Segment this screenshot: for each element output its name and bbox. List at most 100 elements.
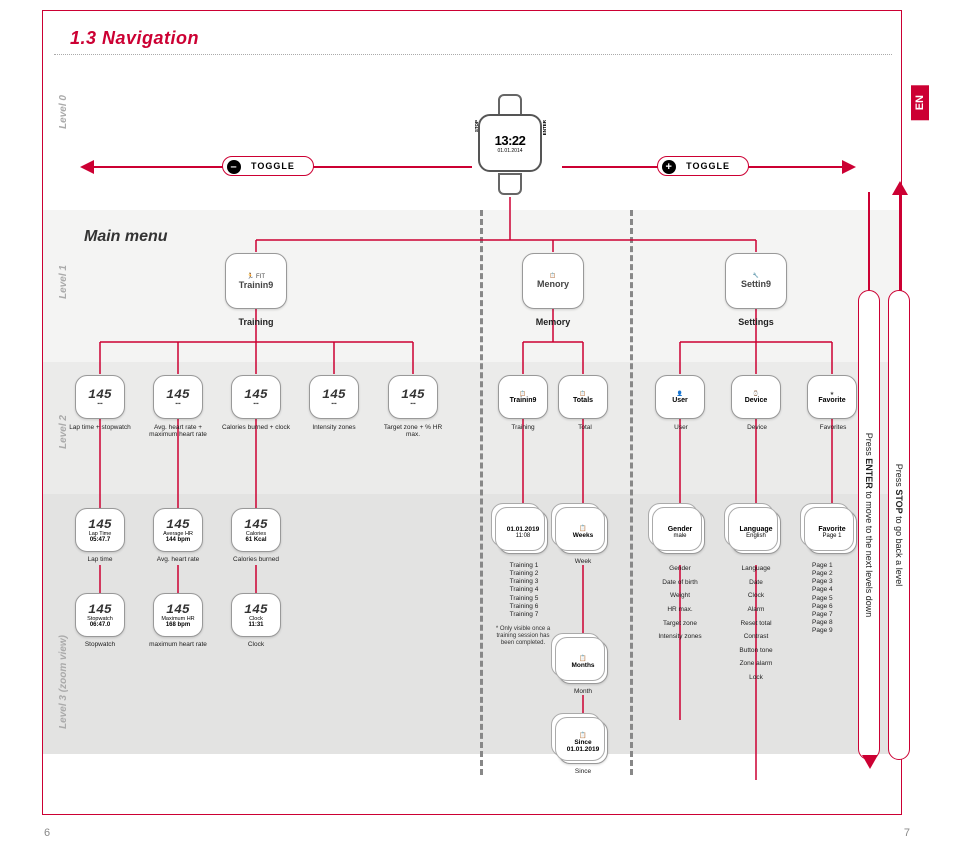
set-fav-cap: Favorites: [809, 424, 857, 431]
node-training: 🏃 FIT Trainin9: [225, 253, 287, 309]
level0-label: Level 0: [58, 95, 69, 129]
training-l3b-cap-2: Clock: [226, 641, 286, 648]
node-set-gender: Gender male: [655, 510, 705, 554]
section-title: 1.3 Navigation: [70, 28, 199, 49]
node-training-l3b-0: 145Stopwatch06:47.0: [75, 593, 125, 637]
node-memory-text: Menory: [537, 279, 569, 289]
training-l2-cap-0: Lap time + stopwatch: [65, 424, 135, 431]
node-training-l3a-1: 145Average HR144 bpm: [153, 508, 203, 552]
level2-label: Level 2: [58, 415, 69, 449]
node-training-l3b-2: 145Clock11:31: [231, 593, 281, 637]
dashed-divider-1: [480, 210, 483, 775]
node-settings: 🔧 Settin9: [725, 253, 787, 309]
page-num-left: 6: [44, 827, 50, 839]
node-set-favpage: Favorite Page 1: [807, 510, 857, 554]
node-training-l2-2: 145▪▪▪: [231, 375, 281, 419]
training-l3a-cap-0: Lap time: [70, 556, 130, 563]
watch-device: 13:22 01.01.2014 STOP ENTER: [460, 92, 560, 197]
toggle-plus-pill: + TOGGLE: [657, 156, 749, 176]
mem-training-date: 01.01.2019: [507, 526, 540, 533]
enter-text: Press ENTER to move to the next levels d…: [864, 433, 874, 618]
training-label: Training: [221, 317, 291, 327]
node-training-l3a-2: 145Calories61 Kcal: [231, 508, 281, 552]
dashed-divider-2: [630, 210, 633, 775]
mem-total-cap-2: Since: [560, 768, 606, 775]
main-menu-title: Main menu: [84, 228, 168, 246]
node-mem-total: 📋Totals: [558, 375, 608, 419]
node-training-l2-4: 145▪▪▪: [388, 375, 438, 419]
node-training-text: Trainin9: [239, 280, 274, 290]
training-l3b-cap-0: Stopwatch: [70, 641, 130, 648]
mem-training-cap: Training: [502, 424, 544, 431]
stop-capsule: Press STOP to go back a level: [888, 290, 910, 760]
watch-stop-label: STOP: [474, 120, 479, 132]
node-mem-total-2: 📋Since 01.01.2019: [558, 720, 608, 764]
node-set-device: ⌚Device: [731, 375, 781, 419]
training-l2-cap-3: Intensity zones: [299, 424, 369, 431]
stop-text: Press STOP to go back a level: [894, 464, 904, 586]
toggle-plus-label: TOGGLE: [686, 161, 730, 171]
set-device-cap: Device: [737, 424, 777, 431]
arrow-right-head: [842, 160, 856, 174]
page-num-right: 7: [904, 827, 910, 839]
node-training-l3a-0: 145Lap Time05:47.7: [75, 508, 125, 552]
arrow-up-icon: [892, 181, 908, 195]
watch-date: 01.01.2014: [497, 148, 522, 154]
toggle-minus-label: TOGGLE: [251, 161, 295, 171]
level3-label: Level 3 (zoom view): [58, 635, 69, 729]
node-training-l2-3: 145▪▪▪: [309, 375, 359, 419]
arrow-down-icon: [862, 755, 878, 769]
enter-arrow-line: [868, 192, 870, 290]
toggle-minus-pill: – TOGGLE: [222, 156, 314, 176]
set-lang-t2: English: [746, 533, 766, 539]
training-l3b-cap-1: maximum heart rate: [148, 641, 208, 648]
plus-icon: +: [662, 160, 676, 174]
node-mem-training-date: 01.01.2019 11:08: [498, 510, 548, 554]
node-training-l3b-1: 145Maximum HR168 bpm: [153, 593, 203, 637]
node-set-user: 👤User: [655, 375, 705, 419]
node-memory: 📋 Menory: [522, 253, 584, 309]
settings-label: Settings: [721, 317, 791, 327]
mem-footnote: * Only visible once a training session h…: [490, 626, 556, 648]
watch-strap-top: [498, 94, 522, 116]
watch-face: 13:22 01.01.2014: [478, 114, 542, 172]
watch-strap-bottom: [498, 173, 522, 195]
node-set-lang: Language English: [731, 510, 781, 554]
mem-total-cap-1: Month: [560, 688, 606, 695]
set-fav-list: Page 1Page 2Page 3Page 4Page 5Page 6Page…: [812, 562, 862, 635]
set-gender-t1: Gender: [668, 526, 693, 533]
node-mem-total-0: 📋Weeks: [558, 510, 608, 554]
set-device-list: LanguageDateClockAlarmReset totalContras…: [726, 562, 786, 685]
set-user-cap: User: [664, 424, 698, 431]
node-training-l2-1: 145▪▪▪: [153, 375, 203, 419]
arrow-left-head: [80, 160, 94, 174]
training-l3a-cap-2: Calories burned: [226, 556, 286, 563]
set-user-list: GenderDate of birthWeightHR max.Target z…: [650, 562, 710, 644]
training-l2-cap-1: Avg. heart rate + maximum heart rate: [143, 424, 213, 438]
minus-icon: –: [227, 160, 241, 174]
set-gender-t2: male: [673, 533, 686, 539]
watch-time: 13:22: [495, 133, 526, 148]
node-training-l2-0: 145▪▪▪: [75, 375, 125, 419]
node-set-fav: ★Favorite: [807, 375, 857, 419]
enter-capsule: Press ENTER to move to the next levels d…: [858, 290, 880, 760]
stop-arrow-line: [899, 191, 901, 291]
training-l2-cap-2: Calories burned + clock: [221, 424, 291, 431]
watch-enter-label: ENTER: [542, 120, 547, 135]
dotted-divider: [54, 54, 892, 55]
set-lang-t1: Language: [739, 526, 772, 533]
mem-total-cap: Total: [565, 424, 605, 431]
level1-label: Level 1: [58, 265, 69, 299]
node-mem-total-1: 📋Months: [558, 640, 608, 684]
set-fav-t2: Page 1: [822, 533, 841, 539]
mem-training-list: Training 1Training 2Training 3Training 4…: [498, 562, 550, 619]
node-settings-text: Settin9: [741, 279, 771, 289]
node-mem-training: 📋Trainin9: [498, 375, 548, 419]
memory-label: Memory: [518, 317, 588, 327]
set-fav-t1: Favorite: [818, 526, 845, 533]
training-l3a-cap-1: Avg. heart rate: [148, 556, 208, 563]
mem-total-cap-0: Week: [560, 558, 606, 565]
training-l2-cap-4: Target zone + % HR max.: [378, 424, 448, 438]
language-tab: EN: [911, 85, 929, 120]
mem-training-time: 11:08: [516, 533, 531, 539]
